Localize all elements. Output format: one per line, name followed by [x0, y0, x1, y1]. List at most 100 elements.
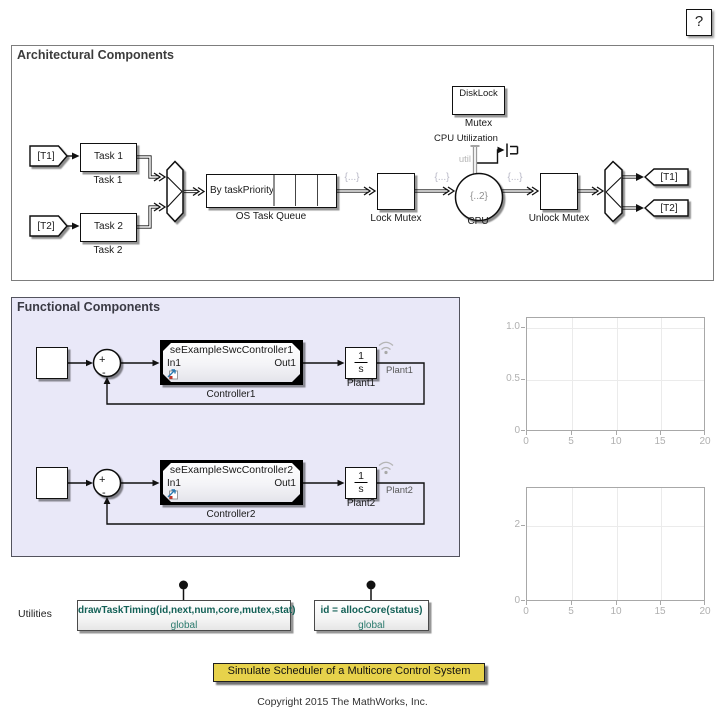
simulate-button[interactable]: Simulate Scheduler of a Multicore Contro…: [213, 663, 485, 682]
x-tick-label: 20: [699, 436, 711, 447]
x-tick-label: 0: [523, 436, 529, 447]
queue-sort-text: By taskPriority: [210, 185, 274, 196]
plot1-axes: [526, 317, 705, 431]
x-tick-label: 0: [523, 606, 529, 617]
unlock-mutex-label: Unlock Mutex: [528, 213, 590, 224]
plant2-integrator-block[interactable]: 1 s: [345, 467, 377, 499]
subsystem-title: seExampleSwcController2: [169, 464, 294, 476]
subsystem-title: seExampleSwcController1: [169, 344, 294, 356]
x-tick: [616, 601, 617, 605]
controller2-subsystem-block[interactable]: seExampleSwcController2 In1 Out1: [160, 460, 303, 505]
task1-block[interactable]: Task 1: [80, 143, 137, 172]
corner-mark: [292, 463, 300, 471]
sum-plus-sign: +: [99, 474, 106, 486]
lock-mutex-block[interactable]: [377, 173, 415, 210]
plant2-label: Plant2: [346, 498, 376, 509]
x-tick: [571, 601, 572, 605]
plant2-viewer-tag: Plant2: [386, 485, 413, 496]
gridline: [617, 488, 618, 600]
entity-type-label: {...}: [344, 172, 360, 183]
cpu-capacity-text: {..2}: [470, 191, 488, 202]
gridline: [527, 526, 704, 527]
integrator-fraction: 1 s: [354, 471, 368, 495]
from-tag-t1-label: [T1]: [660, 172, 678, 183]
function-signature: drawTaskTiming(id,next,num,core,mutex,st…: [78, 605, 296, 616]
gridline: [617, 318, 618, 430]
task2-label: Task 2: [93, 245, 123, 256]
y-tick: [521, 525, 525, 526]
y-tick-label: 1.0: [506, 321, 520, 332]
corner-mark: [163, 463, 171, 471]
x-tick: [526, 431, 527, 435]
x-tick: [660, 601, 661, 605]
disklock-name: DiskLock: [459, 88, 498, 99]
integrator-denominator: s: [354, 362, 368, 375]
x-tick-label: 5: [568, 606, 574, 617]
integrator-fraction: 1 s: [354, 350, 368, 375]
task2-block[interactable]: Task 2: [80, 213, 137, 242]
task1-label: Task 1: [93, 175, 123, 186]
step-block-1[interactable]: [36, 347, 68, 379]
queue-divider: [273, 175, 275, 206]
x-tick: [660, 431, 661, 435]
gridline: [661, 488, 662, 600]
goto-tag-t1-label: [T1]: [37, 151, 55, 162]
y-tick: [521, 600, 525, 601]
function-trigger-ports: [179, 580, 376, 600]
gridline: [661, 318, 662, 430]
os-task-queue-block[interactable]: By taskPriority: [206, 174, 337, 208]
functional-section-title: Functional Components: [17, 300, 161, 314]
sum-minus-sign: -: [102, 367, 106, 379]
step-block-2[interactable]: [36, 467, 68, 499]
plant1-integrator-block[interactable]: 1 s: [345, 347, 377, 379]
corner-mark: [292, 343, 300, 351]
corner-mark: [163, 494, 171, 502]
in-port-label: In1: [167, 478, 181, 489]
y-tick: [521, 327, 525, 328]
plant1-viewer-tag: Plant1: [386, 365, 413, 376]
y-tick-label: 2: [514, 519, 520, 530]
help-button[interactable]: ?: [686, 9, 712, 36]
function-visibility: global: [170, 620, 198, 631]
controller1-subsystem-block[interactable]: seExampleSwcController1 In1 Out1: [160, 340, 303, 385]
x-tick-label: 15: [654, 436, 666, 447]
simulink-function-allocCore[interactable]: id = allocCore(status) global: [314, 600, 429, 631]
gridline: [527, 328, 704, 329]
model-link-badge-icon: [167, 489, 178, 500]
controller1-label: Controller1: [206, 389, 256, 400]
entity-type-label: {...}: [434, 172, 450, 183]
util-port-label: util: [458, 154, 471, 165]
unlock-mutex-block[interactable]: [540, 173, 578, 210]
y-tick: [521, 430, 525, 431]
model-link-badge-icon: [167, 369, 178, 380]
x-tick: [526, 601, 527, 605]
out-port-label: Out1: [274, 358, 296, 369]
cpu-utilization-label: CPU Utilization: [434, 133, 498, 144]
queue-divider: [295, 175, 296, 206]
corner-mark: [163, 343, 171, 351]
x-tick-label: 10: [610, 436, 622, 447]
copyright-text: Copyright 2015 The MathWorks, Inc.: [257, 696, 428, 708]
corner-mark: [163, 374, 171, 382]
corner-mark: [292, 494, 300, 502]
architectural-section-title: Architectural Components: [17, 48, 174, 62]
y-tick-label: 0.5: [506, 373, 520, 384]
y-tick: [521, 379, 525, 380]
controller2-label: Controller2: [206, 509, 256, 520]
out-port-label: Out1: [274, 478, 296, 489]
lock-mutex-label: Lock Mutex: [370, 213, 422, 224]
sum-plus-sign: +: [99, 354, 106, 366]
in-port-label: In1: [167, 358, 181, 369]
utilities-label: Utilities: [18, 608, 52, 620]
x-tick-label: 20: [699, 606, 711, 617]
y-tick-label: 0: [514, 425, 520, 436]
function-visibility: global: [358, 620, 385, 631]
gridline: [572, 488, 573, 600]
y-tick-label: 0: [514, 595, 520, 606]
simulink-function-drawTaskTiming[interactable]: drawTaskTiming(id,next,num,core,mutex,st…: [77, 600, 296, 631]
function-signature: id = allocCore(status): [320, 605, 423, 616]
plot2-axes: [526, 487, 705, 601]
disklock-mutex-block[interactable]: DiskLock: [452, 86, 505, 115]
cpu-label: CPU: [467, 216, 489, 227]
integrator-numerator: 1: [358, 350, 364, 362]
